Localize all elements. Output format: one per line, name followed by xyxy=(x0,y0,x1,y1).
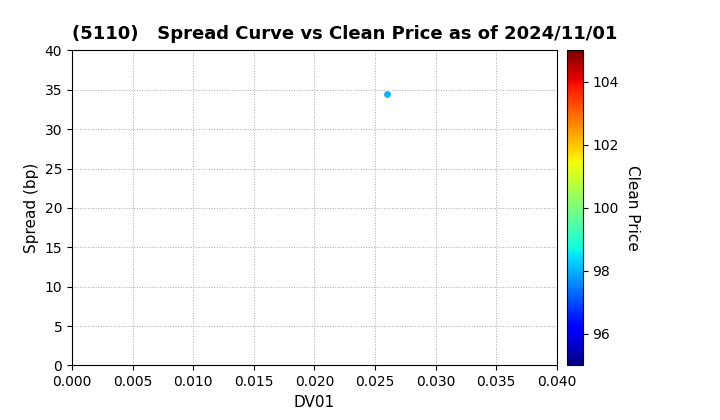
Y-axis label: Clean Price: Clean Price xyxy=(625,165,640,251)
X-axis label: DV01: DV01 xyxy=(294,395,335,409)
Y-axis label: Spread (bp): Spread (bp) xyxy=(24,163,39,253)
Text: (5110)   Spread Curve vs Clean Price as of 2024/11/01: (5110) Spread Curve vs Clean Price as of… xyxy=(72,25,617,43)
Point xyxy=(382,90,393,97)
